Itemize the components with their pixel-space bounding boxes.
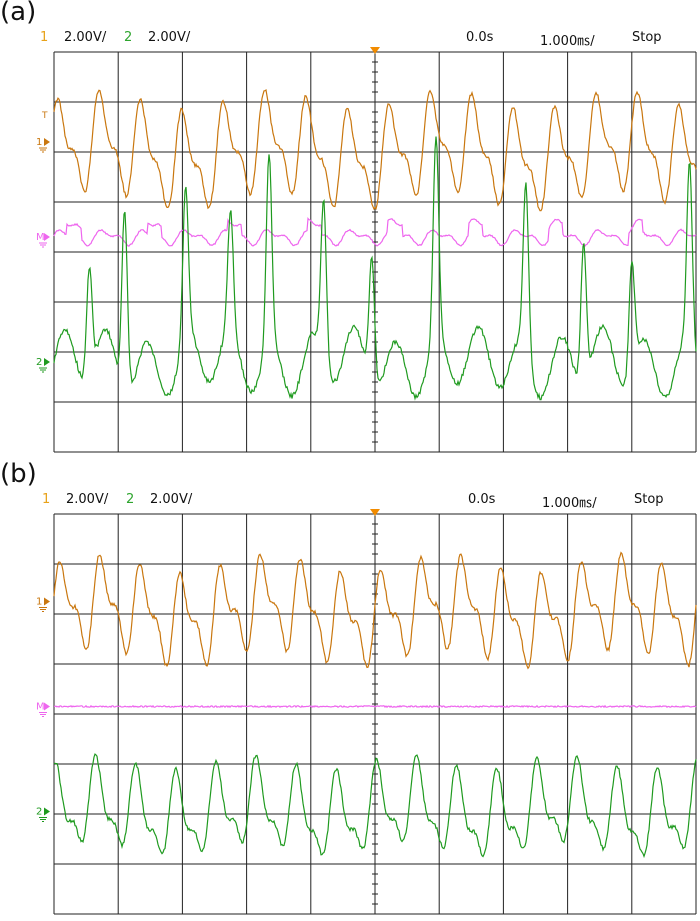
panel-label: (a) (0, 0, 37, 27)
ch1-marker-ground-icon (39, 147, 47, 153)
math-trace (53, 216, 697, 247)
math-marker-arrow (44, 702, 50, 711)
ch1-scale: 2.00V/ (66, 492, 109, 507)
ch1-number: 1 (42, 492, 51, 507)
ch2-scale: 2.00V/ (148, 30, 191, 45)
ch2-marker-ground-icon (39, 817, 47, 822)
math-marker-label: M (36, 232, 45, 243)
scope-panel-a: (a) 1 2.00V/ 2 2.00V/ 0.0s 1.000㎳/ Stop … (0, 0, 700, 460)
ch1-marker: 1 (36, 137, 50, 153)
ch2-marker-label: 2 (36, 807, 42, 818)
scope-display: 1 M 2 T (36, 47, 697, 453)
ch1-marker: 1 (36, 597, 50, 612)
math-marker: M (36, 232, 50, 248)
delay-readout: 0.0s (468, 492, 496, 507)
scope-display: 1 M 2 (36, 509, 697, 915)
ch2-number: 2 (126, 492, 135, 507)
graticule (53, 513, 697, 915)
delay-readout: 0.0s (466, 30, 494, 45)
ch1-marker-arrow (44, 138, 50, 146)
scope-header: 1 2.00V/ 2 2.00V/ 0.0s 1.000㎳/ Stop (0, 30, 700, 49)
ch2-marker-arrow (44, 807, 50, 816)
math-marker-ground-icon (39, 242, 47, 248)
ch1-marker-label: 1 (36, 597, 42, 608)
ch1-number: 1 (40, 30, 49, 45)
run-state: Stop (634, 492, 664, 507)
ch2-trace (53, 753, 697, 859)
timebase-readout: 1.000㎳/ (542, 496, 597, 511)
ch2-marker: 2 (36, 807, 50, 822)
math-marker-ground-icon (39, 712, 47, 717)
trigger-level-label: T (41, 111, 48, 121)
ch1-trace (53, 88, 697, 212)
ch2-marker: 2 (36, 357, 50, 373)
math-marker-label: M (36, 702, 45, 713)
scope-panel-b: (b) 1 2.00V/ 2 2.00V/ 0.0s 1.000㎳/ Stop … (0, 459, 700, 921)
trigger-position-icon (370, 509, 380, 516)
timebase-readout: 1.000㎳/ (540, 34, 595, 49)
ch2-marker-arrow (44, 358, 50, 366)
scope-header: 1 2.00V/ 2 2.00V/ 0.0s 1.000㎳/ Stop (0, 492, 700, 511)
ch1-marker-label: 1 (36, 137, 42, 148)
ch2-scale: 2.00V/ (150, 492, 193, 507)
ch2-number: 2 (124, 30, 133, 45)
math-marker-arrow (44, 233, 50, 241)
ch2-marker-label: 2 (36, 357, 42, 368)
math-marker: M (36, 702, 50, 717)
ch2-marker-ground-icon (39, 367, 47, 373)
ch1-scale: 2.00V/ (64, 30, 107, 45)
ch1-marker-ground-icon (39, 607, 47, 612)
trigger-position-icon (370, 47, 380, 54)
graticule (53, 51, 697, 453)
ch1-trace (53, 551, 697, 670)
ch2-trace (53, 136, 697, 401)
math-trace (53, 704, 697, 709)
ch1-marker-arrow (44, 597, 50, 606)
run-state: Stop (632, 30, 662, 45)
panel-label: (b) (0, 459, 37, 489)
